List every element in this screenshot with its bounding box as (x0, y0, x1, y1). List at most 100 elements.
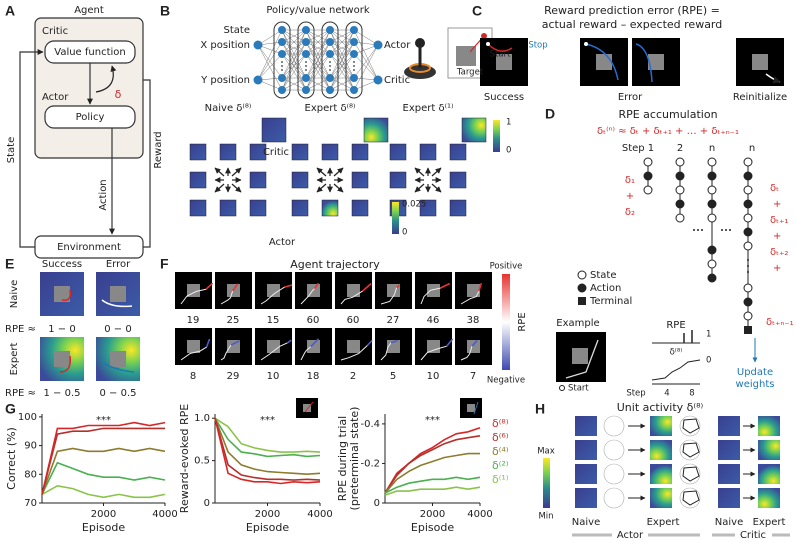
expert-tuning (679, 463, 701, 485)
connection (257, 29, 283, 81)
label: Actor (617, 530, 644, 541)
tuning-curve (682, 466, 700, 482)
dot (353, 65, 355, 67)
label: X position (200, 40, 250, 51)
connection (257, 44, 283, 79)
rpe-examples (480, 38, 784, 86)
y-tick-label: 0 (204, 498, 210, 509)
label: Critic (42, 26, 68, 37)
arrow (214, 167, 225, 177)
label: RPE (517, 312, 528, 331)
unit (350, 86, 358, 94)
label: Update (737, 367, 773, 378)
layer (321, 21, 339, 99)
trajectory-end (284, 284, 293, 288)
label: Min (538, 512, 553, 522)
label: Naive (572, 517, 600, 528)
naive-unit (575, 488, 597, 508)
label: Expert (753, 517, 786, 528)
unit (278, 74, 286, 82)
connection (329, 29, 355, 91)
label: Example (556, 318, 599, 329)
connection (257, 41, 283, 81)
connection (281, 29, 307, 55)
naive-unit (575, 464, 597, 484)
state (743, 311, 753, 321)
label: Actor (42, 92, 69, 103)
trajectory-end (439, 282, 450, 289)
obstacle (307, 340, 320, 353)
connection (305, 41, 331, 91)
label: H (535, 401, 545, 417)
x-tick-label: 4000 (307, 509, 332, 520)
obstacle (347, 284, 360, 297)
map (249, 171, 267, 189)
action (707, 171, 717, 181)
critic-naive-unit (718, 416, 740, 436)
label: Critic (740, 530, 766, 541)
series-line (214, 417, 321, 458)
map (449, 171, 467, 189)
critic-expert-unit (758, 488, 780, 508)
expert-unit (650, 416, 672, 436)
connection (353, 53, 379, 81)
x-tick-label: 4000 (467, 509, 492, 520)
map (449, 199, 467, 217)
obstacle (427, 340, 440, 353)
label: RPE ≈ (5, 324, 36, 335)
trajectory-end (286, 339, 292, 344)
label: 1 (506, 118, 511, 128)
agent-diagram (19, 17, 151, 259)
trial-length: 60 (347, 315, 360, 326)
connection (353, 41, 379, 81)
label: 0 (402, 228, 407, 238)
io-unit (253, 75, 263, 85)
series-line (41, 447, 166, 495)
label: δₜ (770, 183, 779, 194)
series-line (384, 427, 481, 494)
trial-length: 10 (427, 371, 440, 382)
connection (353, 29, 379, 81)
activity-colorbar (543, 458, 550, 508)
arrow (431, 183, 442, 193)
unit (350, 50, 358, 58)
unit (302, 38, 310, 46)
naive-unit (575, 416, 597, 436)
critic-naive-unit (718, 488, 740, 508)
unit (302, 74, 310, 82)
label: Reward prediction error (RPE) = (544, 4, 720, 17)
state (675, 213, 685, 223)
series-line (384, 435, 481, 494)
label: 0.025 (402, 200, 426, 210)
connection (329, 53, 355, 91)
label: Terminal (589, 296, 632, 307)
x-axis-label: Episode (82, 521, 125, 534)
example-plot (556, 330, 701, 391)
connection (305, 29, 331, 55)
y-axis-label: Reward-evoked RPE (178, 404, 191, 513)
label: Naive (9, 280, 20, 308)
label: 2 (677, 143, 683, 154)
dot (701, 229, 703, 231)
naive-tuning (603, 415, 625, 437)
label: Naive δ⁽⁸⁾ (205, 103, 252, 114)
label: weights (736, 379, 775, 390)
label: Success (42, 259, 82, 270)
connection (305, 77, 331, 91)
critic-map (363, 117, 389, 143)
y-tick-label: 0.5 (194, 456, 210, 467)
label: RPE (666, 320, 685, 331)
label: State (590, 270, 616, 281)
label: 4 (664, 389, 669, 399)
map (321, 143, 339, 161)
trial-length: 60 (307, 315, 320, 326)
arrow (333, 167, 344, 177)
obstacle (467, 340, 480, 353)
label: Reward (153, 131, 164, 168)
label: Negative (487, 376, 525, 386)
series-line (41, 421, 166, 495)
connection (257, 53, 283, 81)
label: Reinitialize (733, 92, 787, 103)
critic-naive-unit (718, 464, 740, 484)
label: G (5, 401, 16, 417)
